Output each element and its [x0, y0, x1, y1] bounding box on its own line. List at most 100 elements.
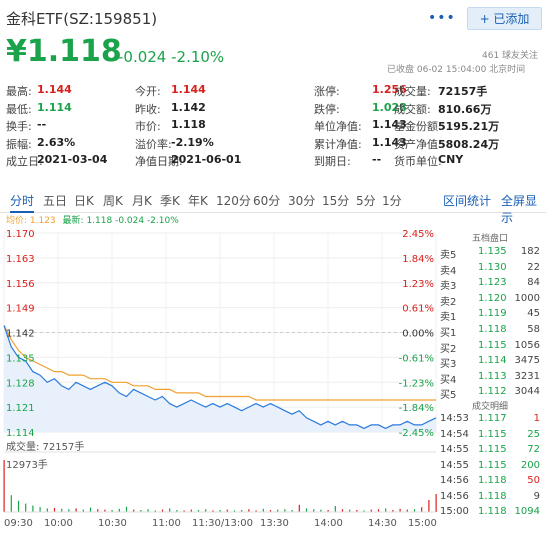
stat-value: 810.66万 — [438, 102, 492, 116]
stat-value: -- — [372, 153, 382, 166]
volume-bar — [61, 508, 63, 512]
row-price: 1.120 — [478, 292, 507, 304]
row-label: 卖1 — [440, 312, 457, 323]
order-row: 买2 1.115 1056 — [440, 340, 540, 355]
volume-bar — [421, 507, 423, 512]
volume-bar — [262, 508, 264, 512]
row-qty: 1 — [533, 413, 540, 424]
tab-12[interactable]: 1分 — [382, 194, 402, 208]
row-qty: 3475 — [514, 355, 540, 366]
stat-value: -- — [37, 118, 47, 131]
y-pct-label: 1.84% — [402, 254, 434, 265]
tab-6[interactable]: 年K — [188, 194, 208, 208]
volume-bar — [10, 495, 12, 512]
stat-value: 1.142 — [171, 100, 206, 114]
chart-legend: 均价: 1.123 最新: 1.118 -0.024 -2.10% — [6, 213, 179, 226]
stat-label: 货币单位: — [394, 155, 442, 168]
row-qty: 45 — [527, 308, 540, 319]
volume-bar — [32, 505, 34, 512]
tab-3[interactable]: 周K — [103, 194, 123, 208]
stats-row: 换手: -- 市价: 1.118 单位净值: 1.143 基金份额: 5195.21万 — [6, 118, 542, 135]
stats-row: 最高: 1.144 今开: 1.144 涨停: 1.256 成交量: 72157手 — [6, 83, 542, 100]
price-line — [3, 325, 437, 430]
row-price: 1.112 — [478, 386, 507, 397]
order-row: 14:53 1.117 1 — [440, 413, 540, 427]
volume-bar — [428, 499, 430, 512]
volume-bar — [125, 506, 128, 512]
volume-bar — [356, 509, 358, 512]
row-label: 买4 — [440, 374, 457, 386]
order-row: 卖2 1.120 1000 — [440, 292, 540, 308]
row-price: 1.118 — [478, 475, 507, 486]
x-tick-label: 13:30 — [260, 518, 289, 529]
stat-label: 最高: — [6, 85, 32, 98]
volume-bar — [291, 509, 293, 512]
follower-count[interactable]: 461 球友关注 — [482, 51, 539, 61]
stat-label: 成立日: — [6, 155, 43, 168]
row-price: 1.123 — [478, 277, 507, 288]
more-dots-icon[interactable]: ••• — [428, 10, 456, 26]
x-tick-label: 14:30 — [368, 518, 397, 529]
y-tick-label: 1.156 — [6, 279, 35, 290]
stat-label: 最低: — [6, 102, 32, 116]
y-pct-label: 0.61% — [402, 304, 434, 315]
order-row: 14:56 1.118 9 — [440, 491, 540, 505]
volume-bar — [190, 509, 192, 512]
volume-bar — [277, 509, 279, 512]
y-tick-label: 1.121 — [6, 403, 35, 414]
tab-11[interactable]: 5分 — [356, 194, 376, 208]
y-tick-label: 1.149 — [6, 304, 35, 315]
tab-10[interactable]: 15分 — [322, 194, 350, 208]
row-qty: 200 — [520, 459, 540, 471]
current-price: ¥1.118 — [6, 34, 122, 69]
stat-value: CNY — [438, 153, 464, 166]
stat-value: 1.028 — [372, 100, 407, 114]
row-qty: 58 — [527, 324, 540, 335]
row-price: 1.115 — [478, 444, 507, 455]
row-label: 14:55 — [440, 444, 469, 455]
intraday-chart[interactable]: 1.170 2.45% 1.163 1.84% 1.156 1.23% 1.149 0.61%… — [0, 224, 440, 544]
right-tab-1[interactable]: 全屏显示 — [501, 194, 538, 225]
order-row: 14:54 1.115 25 — [440, 429, 540, 443]
volume-bar — [305, 508, 308, 512]
row-price: 1.115 — [478, 459, 507, 471]
volume-bar — [97, 509, 99, 512]
y-pct-label: -1.23% — [399, 378, 434, 389]
tab-2[interactable]: 日K — [74, 194, 94, 208]
order-row: 14:55 1.115 200 — [440, 460, 540, 474]
tab-5[interactable]: 季K — [160, 194, 180, 208]
row-qty: 50 — [527, 475, 540, 486]
volume-bar — [377, 509, 380, 512]
volume-bar — [75, 508, 77, 512]
volume-bar — [161, 509, 164, 512]
row-price: 1.118 — [478, 490, 507, 502]
order-row: 买3 1.114 3475 — [440, 355, 540, 370]
volume-bar — [435, 493, 437, 512]
right-tab-0[interactable]: 区间统计 — [443, 194, 492, 208]
y-pct-label: 1.23% — [402, 279, 434, 290]
volume-bar — [154, 510, 156, 512]
order-row: 买1 1.118 58 — [440, 324, 540, 339]
row-label: 买2 — [440, 343, 457, 355]
follow-button[interactable]: + 已添加 — [467, 7, 542, 30]
row-price: 1.115 — [478, 428, 507, 440]
row-label: 14:56 — [440, 490, 469, 502]
stat-value: 2021-06-01 — [171, 153, 242, 166]
row-label: 14:53 — [440, 413, 469, 424]
tab-1[interactable]: 五日 — [43, 194, 68, 208]
stat-value: 1.256 — [372, 83, 407, 96]
tab-4[interactable]: 月K — [132, 194, 152, 208]
tab-7[interactable]: 120分 — [216, 194, 251, 208]
y-tick-label: 1.163 — [6, 254, 35, 265]
stat-value: 1.144 — [171, 83, 206, 96]
y-pct-label: 0.00% — [402, 329, 434, 340]
tab-9[interactable]: 30分 — [288, 194, 316, 208]
volume-bar — [392, 509, 394, 512]
volume-bar — [212, 510, 214, 512]
tab-0[interactable]: 分时 — [10, 192, 35, 213]
tab-8[interactable]: 60分 — [253, 194, 281, 208]
volume-bar — [327, 509, 329, 512]
order-row: 买5 1.112 3044 — [440, 386, 540, 401]
volume-bar — [349, 509, 351, 512]
stats-row: 振幅: 2.63% 溢价率: -2.19% 累计净值: 1.143 资产净值: 5808.24… — [6, 136, 542, 153]
